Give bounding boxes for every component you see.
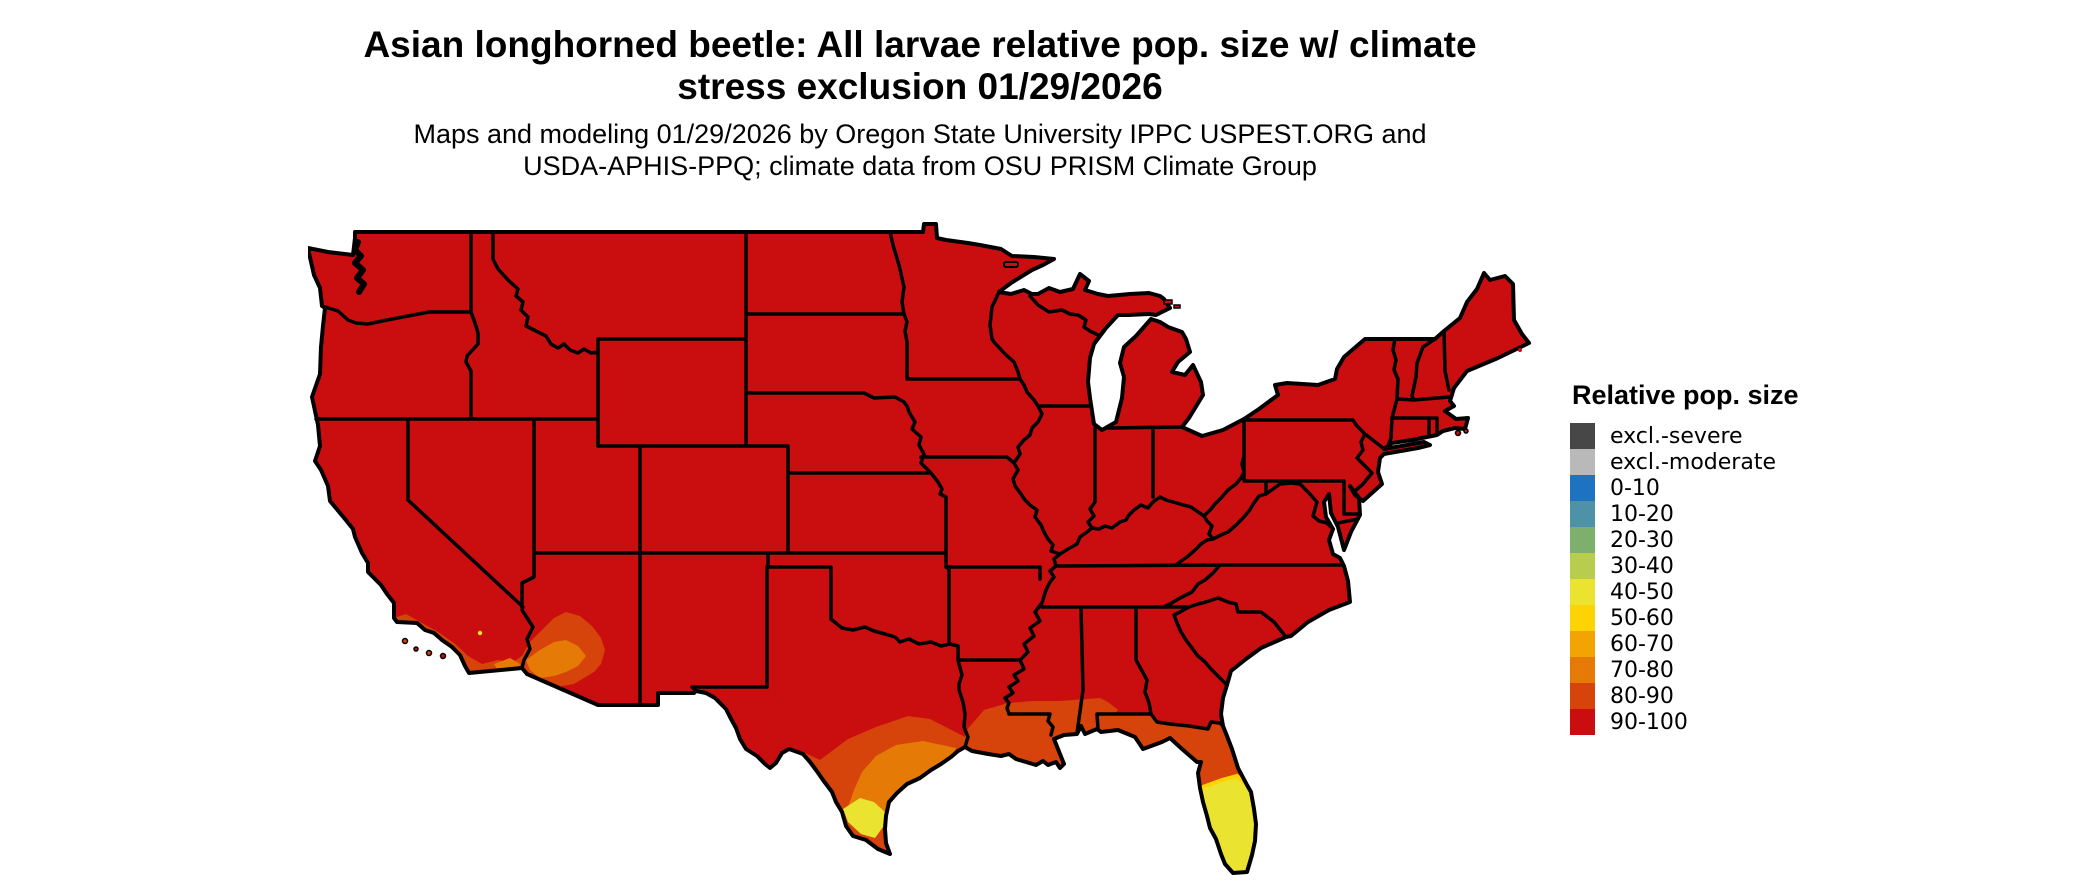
map-region-southwest-arizona-core: [526, 640, 586, 678]
legend-label: 30-40: [1610, 553, 1674, 579]
legend-swatch: [1570, 553, 1595, 579]
subtitle-line-2: USDA-APHIS-PPQ; climate data from OSU PR…: [523, 151, 1317, 181]
legend-title: Relative pop. size: [1572, 380, 1799, 410]
legend-label: excl.-severe: [1610, 423, 1743, 449]
legend-label: 70-80: [1610, 657, 1674, 683]
maine-coast-speck-2: [1518, 348, 1522, 352]
map-region-florida-keys: [1192, 875, 1238, 890]
legend-swatch: [1570, 579, 1595, 605]
legend-item: 0-10: [1570, 475, 1799, 501]
legend-swatch: [1570, 605, 1595, 631]
page-title: Asian longhorned beetle: All larvae rela…: [0, 24, 1840, 108]
map-region-florida-south: [1200, 775, 1256, 873]
map-legend: Relative pop. size excl.-severe excl.-mod…: [1570, 380, 1799, 735]
maine-coast-speck-1: [1513, 340, 1517, 344]
drummond-island: [1173, 304, 1181, 309]
legend-label: 40-50: [1610, 579, 1674, 605]
map-region-florida-north: [1098, 714, 1245, 789]
legend-swatch: [1570, 657, 1595, 683]
legend-label: 80-90: [1610, 683, 1674, 709]
legend-item: 30-40: [1570, 553, 1799, 579]
st-marys-island: [1163, 299, 1173, 305]
legend-label: 20-30: [1610, 527, 1674, 553]
legend-item: 60-70: [1570, 631, 1799, 657]
legend-label: excl.-moderate: [1610, 449, 1776, 475]
legend-items: excl.-severe excl.-moderate 0-10 10-20 20-30…: [1570, 423, 1799, 735]
title-line-2: stress exclusion 01/29/2026: [677, 66, 1163, 107]
legend-swatch: [1570, 449, 1595, 475]
legend-item: 90-100: [1570, 709, 1799, 735]
map-region-rio-grande-tip: [843, 798, 885, 838]
legend-label: 10-20: [1610, 501, 1674, 527]
us-map: [306, 222, 1531, 890]
legend-item: 70-80: [1570, 657, 1799, 683]
channel-island-1: [401, 637, 409, 645]
legend-item: 20-30: [1570, 527, 1799, 553]
legend-swatch: [1570, 475, 1595, 501]
legend-item: 40-50: [1570, 579, 1799, 605]
legend-label: 90-100: [1610, 709, 1688, 735]
legend-item: 50-60: [1570, 605, 1799, 631]
legend-swatch: [1570, 683, 1595, 709]
map-region-florida-seam: [1198, 773, 1247, 790]
nantucket: [1463, 428, 1469, 434]
map-figure: [306, 220, 1532, 890]
legend-label: 50-60: [1610, 605, 1674, 631]
legend-swatch: [1570, 709, 1595, 735]
isle-royale: [1003, 261, 1019, 268]
legend-item: excl.-severe: [1570, 423, 1799, 449]
legend-label: 60-70: [1610, 631, 1674, 657]
legend-label: 0-10: [1610, 475, 1660, 501]
state-borders: [314, 230, 1451, 749]
title-line-1: Asian longhorned beetle: All larvae rela…: [363, 24, 1477, 65]
page-subtitle: Maps and modeling 01/29/2026 by Oregon S…: [0, 118, 1840, 182]
puget-sound: [352, 239, 367, 295]
legend-swatch: [1570, 631, 1595, 657]
map-region-mojave-spot: [477, 630, 483, 636]
legend-item: 10-20: [1570, 501, 1799, 527]
channel-island-3: [425, 649, 433, 657]
legend-item: excl.-moderate: [1570, 449, 1799, 475]
legend-item: 80-90: [1570, 683, 1799, 709]
subtitle-line-1: Maps and modeling 01/29/2026 by Oregon S…: [413, 119, 1427, 149]
legend-swatch: [1570, 423, 1595, 449]
legend-swatch: [1570, 527, 1595, 553]
island-specks: [401, 261, 1522, 660]
channel-island-2: [413, 646, 419, 652]
channel-island-4: [439, 652, 447, 660]
marthas-vineyard: [1454, 429, 1462, 437]
map-region-south-texas-inner: [844, 741, 956, 816]
legend-swatch: [1570, 501, 1595, 527]
